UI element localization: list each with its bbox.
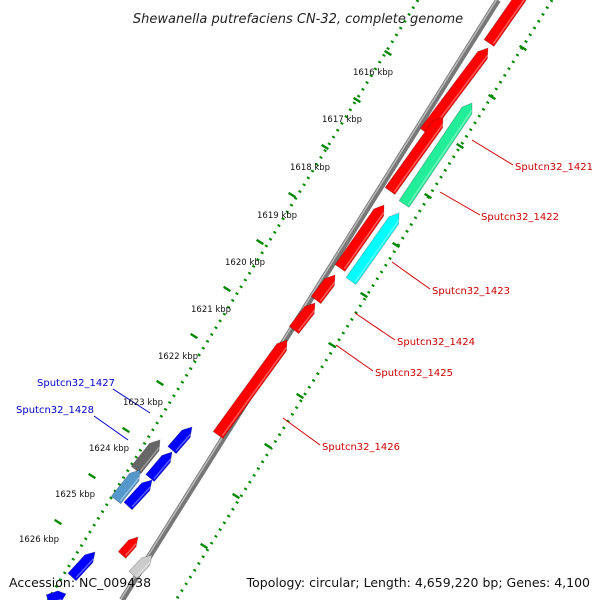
ruler-label-1624: 1624 kbp <box>89 444 129 454</box>
gene-label-sputcn32-1425: Sputcn32_1425 <box>375 368 453 379</box>
gene-sputcn32-1430-gray <box>128 554 153 580</box>
ruler-tick <box>155 379 165 387</box>
leader-1423 <box>391 261 431 290</box>
gene-sputcn32-1428-steel <box>110 469 141 505</box>
gene-sputcn32-1423-cyan <box>345 212 400 286</box>
ruler-tick <box>199 542 209 550</box>
ruler-tick <box>263 442 273 450</box>
ruler-labels: 1616 kbp 1617 kbp 1618 kbp 1619 kbp 1620… <box>19 68 393 545</box>
gene-label-sputcn32-1424: Sputcn32_1424 <box>397 337 475 348</box>
map-title: Shewanella putrefaciens CN-32, complete … <box>133 12 463 27</box>
gene-sputcn32-1424-red <box>288 302 316 335</box>
ruler-label-1616: 1616 kbp <box>353 68 393 78</box>
gene-sputcn32-1421-red <box>384 116 444 196</box>
ruler-tick <box>352 96 362 104</box>
gene-label-sputcn32-1421: Sputcn32_1421 <box>515 162 593 173</box>
ruler-label-1620: 1620 kbp <box>225 258 265 268</box>
outer-ruler-track <box>46 0 420 600</box>
ruler-tick <box>320 143 330 151</box>
ruler-tick <box>359 291 369 299</box>
ruler-tick <box>423 192 433 200</box>
gene-label-sputcn32-1422: Sputcn32_1422 <box>481 212 559 223</box>
leader-1428 <box>93 415 129 441</box>
ruler-tick <box>455 142 465 150</box>
ruler-label-1621: 1621 kbp <box>191 305 231 315</box>
gene-label-sputcn32-1423: Sputcn32_1423 <box>432 286 510 297</box>
ruler-label-1626: 1626 kbp <box>19 535 59 545</box>
ruler-label-1618: 1618 kbp <box>290 163 330 173</box>
ruler-label-1622: 1622 kbp <box>158 352 198 362</box>
genome-backbone <box>119 0 501 600</box>
gene-sputcn32-1427-blue <box>167 426 193 455</box>
gene-label-sputcn32-1426: Sputcn32_1426 <box>322 442 400 453</box>
ruler-tick <box>295 392 305 400</box>
ruler-label-1623: 1623 kbp <box>123 398 163 408</box>
gene-sputcn32-1430-blue <box>67 551 96 582</box>
ruler-label-1625: 1625 kbp <box>55 490 95 500</box>
leader-1421 <box>471 139 514 166</box>
leader-1422 <box>439 191 481 216</box>
gene-sputcn32-1431-blue <box>45 590 67 600</box>
gene-sputcn32-1427-gray <box>130 439 161 475</box>
topology-text: Topology: circular; Length: 4,659,220 bp… <box>246 575 590 590</box>
leader-1426 <box>282 417 321 446</box>
gene-features <box>45 0 527 600</box>
accession-text: Accession: NC_009438 <box>9 575 151 590</box>
gene-sputcn32-1423-red <box>310 274 336 305</box>
gene-label-sputcn32-1428: Sputcn32_1428 <box>16 405 94 416</box>
ruler-label-1619: 1619 kbp <box>257 211 297 221</box>
ruler-ticks <box>53 44 528 550</box>
ruler-tick <box>231 492 241 500</box>
ruler-tick <box>287 191 297 199</box>
gene-sputcn32-1429-blue <box>123 479 153 511</box>
gene-sputcn32-1422-teal <box>398 102 473 208</box>
ruler-tick <box>87 472 97 480</box>
gene-sputcn32-1426-red <box>212 339 288 440</box>
gene-labels: Sputcn32_1421 Sputcn32_1422 Sputcn32_142… <box>16 162 593 453</box>
gene-sputcn32-1419 <box>483 0 527 47</box>
ruler-tick <box>383 49 393 57</box>
gene-sputcn32-1428-blue <box>145 451 173 483</box>
leader-1425 <box>335 344 374 372</box>
ruler-tick <box>222 285 232 293</box>
ruler-tick <box>121 426 131 434</box>
ruler-tick <box>487 93 497 101</box>
ruler-tick <box>518 44 528 52</box>
ruler-tick <box>53 518 63 526</box>
leader-1424 <box>354 312 396 341</box>
label-leader-lines <box>93 139 514 446</box>
ruler-tick <box>391 241 401 249</box>
ruler-tick <box>327 341 337 349</box>
ruler-tick <box>189 332 199 340</box>
ruler-tick <box>255 238 265 246</box>
ruler-label-1617: 1617 kbp <box>322 115 362 125</box>
leader-1427 <box>112 388 151 414</box>
gene-sputcn32-1429-red <box>117 536 139 559</box>
gene-label-sputcn32-1427: Sputcn32_1427 <box>37 378 115 389</box>
gene-sputcn32-1422-red <box>334 204 385 272</box>
